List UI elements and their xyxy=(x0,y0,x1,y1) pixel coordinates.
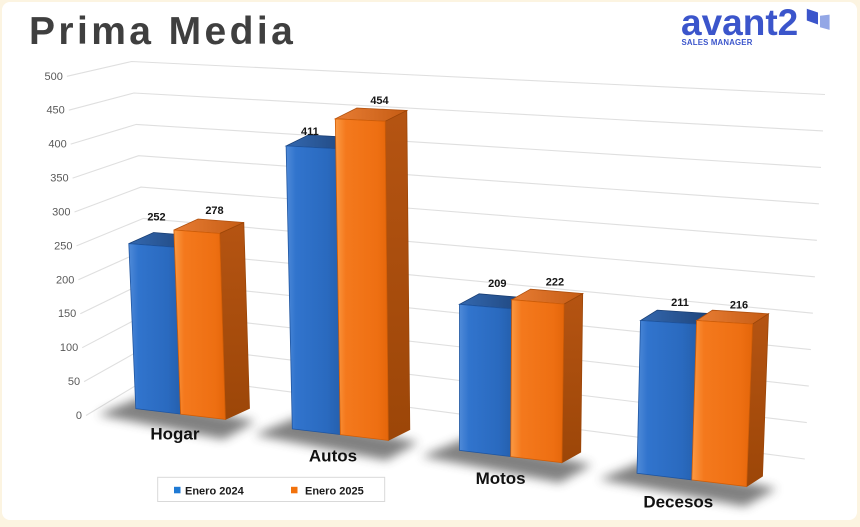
svg-text:450: 450 xyxy=(46,105,64,117)
svg-text:252: 252 xyxy=(147,211,165,223)
svg-text:216: 216 xyxy=(730,299,748,311)
svg-text:411: 411 xyxy=(301,126,319,138)
svg-text:209: 209 xyxy=(488,278,506,290)
svg-text:500: 500 xyxy=(45,71,63,83)
svg-text:300: 300 xyxy=(52,207,70,219)
svg-text:Hogar: Hogar xyxy=(150,425,200,444)
svg-text:211: 211 xyxy=(671,297,689,309)
svg-text:250: 250 xyxy=(54,240,72,252)
svg-text:Autos: Autos xyxy=(309,447,357,466)
svg-text:Enero 2024: Enero 2024 xyxy=(185,486,245,498)
svg-text:100: 100 xyxy=(60,342,78,354)
svg-text:Decesos: Decesos xyxy=(643,493,713,512)
svg-text:400: 400 xyxy=(48,139,66,151)
svg-text:454: 454 xyxy=(370,95,389,107)
svg-text:278: 278 xyxy=(205,205,223,217)
svg-text:0: 0 xyxy=(76,410,82,422)
svg-text:50: 50 xyxy=(68,376,80,388)
svg-text:350: 350 xyxy=(50,173,68,185)
svg-text:200: 200 xyxy=(56,274,74,286)
svg-text:Motos: Motos xyxy=(476,469,526,488)
svg-text:150: 150 xyxy=(58,308,76,320)
svg-text:Enero 2025: Enero 2025 xyxy=(305,486,364,498)
svg-text:222: 222 xyxy=(546,277,564,289)
